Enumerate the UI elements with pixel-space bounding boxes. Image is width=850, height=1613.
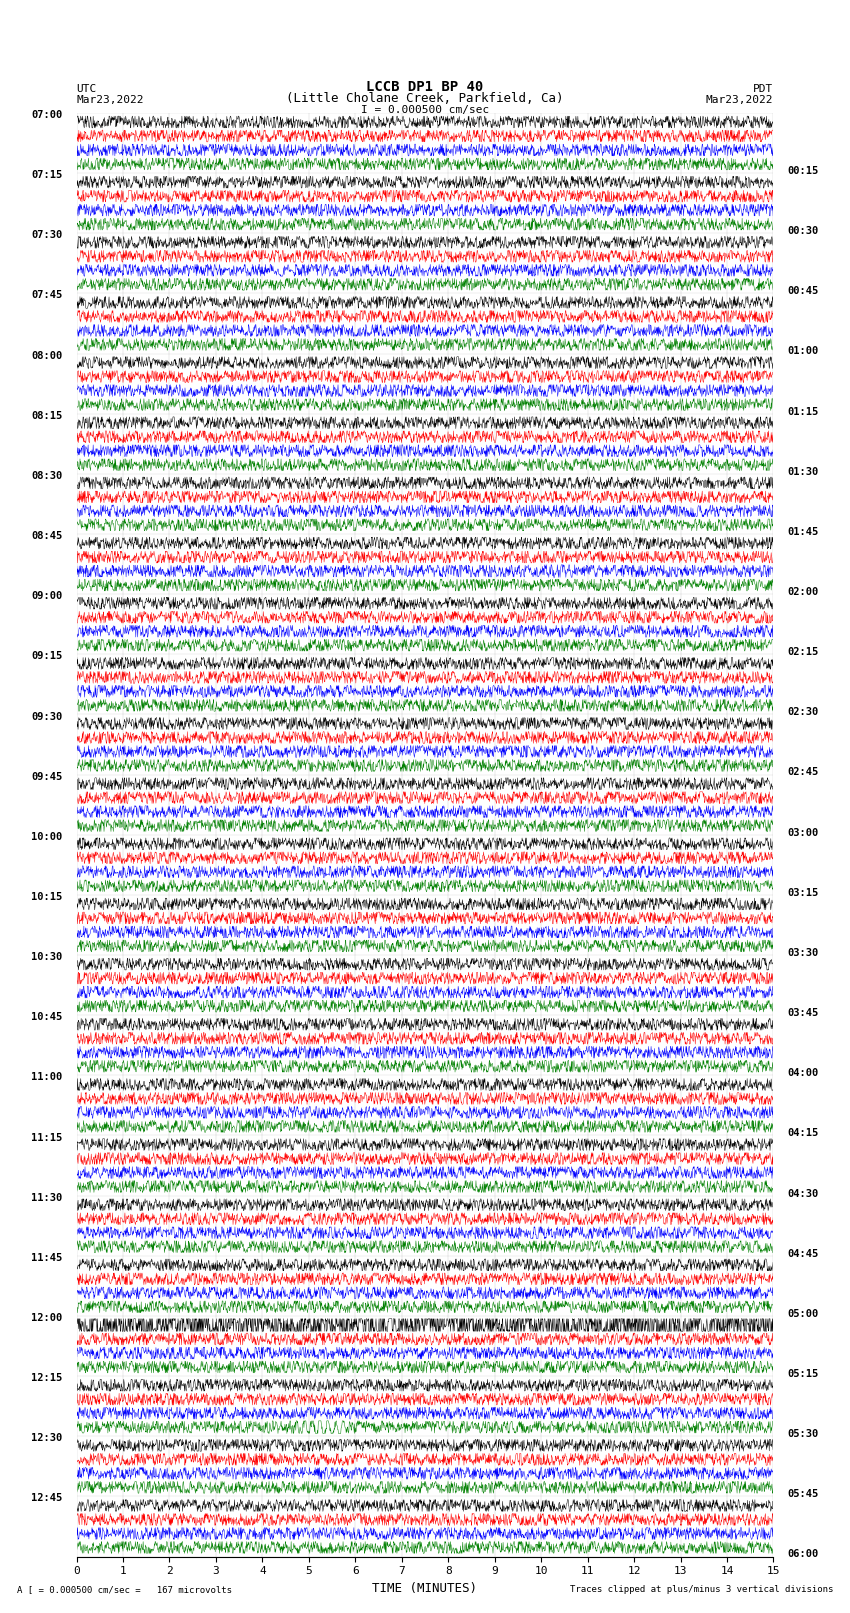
Text: I = 0.000500 cm/sec: I = 0.000500 cm/sec [361, 105, 489, 115]
Text: 06:00: 06:00 [787, 1550, 819, 1560]
Text: 11:00: 11:00 [31, 1073, 63, 1082]
Text: 05:00: 05:00 [787, 1308, 819, 1319]
Text: 07:45: 07:45 [31, 290, 63, 300]
Text: 02:15: 02:15 [787, 647, 819, 656]
Text: UTC: UTC [76, 84, 97, 94]
Text: 02:00: 02:00 [787, 587, 819, 597]
Text: 02:45: 02:45 [787, 768, 819, 777]
Text: 03:15: 03:15 [787, 887, 819, 898]
Text: 03:45: 03:45 [787, 1008, 819, 1018]
Text: 10:00: 10:00 [31, 832, 63, 842]
Text: 03:30: 03:30 [787, 948, 819, 958]
Text: 05:45: 05:45 [787, 1489, 819, 1500]
Text: 09:15: 09:15 [31, 652, 63, 661]
Text: PDT: PDT [753, 84, 774, 94]
X-axis label: TIME (MINUTES): TIME (MINUTES) [372, 1582, 478, 1595]
Text: 12:15: 12:15 [31, 1373, 63, 1384]
Text: 12:45: 12:45 [31, 1494, 63, 1503]
Text: 04:45: 04:45 [787, 1248, 819, 1258]
Text: 04:30: 04:30 [787, 1189, 819, 1198]
Text: 08:30: 08:30 [31, 471, 63, 481]
Text: Mar23,2022: Mar23,2022 [76, 95, 144, 105]
Text: 00:45: 00:45 [787, 286, 819, 297]
Text: 08:45: 08:45 [31, 531, 63, 540]
Text: 10:45: 10:45 [31, 1013, 63, 1023]
Text: 00:15: 00:15 [787, 166, 819, 176]
Text: 08:15: 08:15 [31, 411, 63, 421]
Text: 11:30: 11:30 [31, 1192, 63, 1203]
Text: 01:30: 01:30 [787, 466, 819, 477]
Text: 01:45: 01:45 [787, 527, 819, 537]
Text: 04:15: 04:15 [787, 1129, 819, 1139]
Text: (Little Cholane Creek, Parkfield, Ca): (Little Cholane Creek, Parkfield, Ca) [286, 92, 564, 105]
Text: Mar23,2022: Mar23,2022 [706, 95, 774, 105]
Text: 10:15: 10:15 [31, 892, 63, 902]
Text: 07:00: 07:00 [31, 110, 63, 119]
Text: LCCB DP1 BP 40: LCCB DP1 BP 40 [366, 81, 484, 94]
Text: 09:45: 09:45 [31, 771, 63, 782]
Text: 05:15: 05:15 [787, 1369, 819, 1379]
Text: A [ = 0.000500 cm/sec =   167 microvolts: A [ = 0.000500 cm/sec = 167 microvolts [17, 1584, 232, 1594]
Text: 09:30: 09:30 [31, 711, 63, 721]
Text: 08:00: 08:00 [31, 350, 63, 361]
Text: 07:30: 07:30 [31, 231, 63, 240]
Text: 02:30: 02:30 [787, 708, 819, 718]
Text: 01:00: 01:00 [787, 347, 819, 356]
Text: 12:00: 12:00 [31, 1313, 63, 1323]
Text: 11:15: 11:15 [31, 1132, 63, 1142]
Text: 01:15: 01:15 [787, 406, 819, 416]
Text: 00:30: 00:30 [787, 226, 819, 235]
Text: 09:00: 09:00 [31, 592, 63, 602]
Text: 12:30: 12:30 [31, 1434, 63, 1444]
Text: 05:30: 05:30 [787, 1429, 819, 1439]
Text: 10:30: 10:30 [31, 952, 63, 961]
Text: Traces clipped at plus/minus 3 vertical divisions: Traces clipped at plus/minus 3 vertical … [570, 1584, 833, 1594]
Text: 11:45: 11:45 [31, 1253, 63, 1263]
Text: 03:00: 03:00 [787, 827, 819, 837]
Text: 07:15: 07:15 [31, 169, 63, 181]
Text: 04:00: 04:00 [787, 1068, 819, 1077]
